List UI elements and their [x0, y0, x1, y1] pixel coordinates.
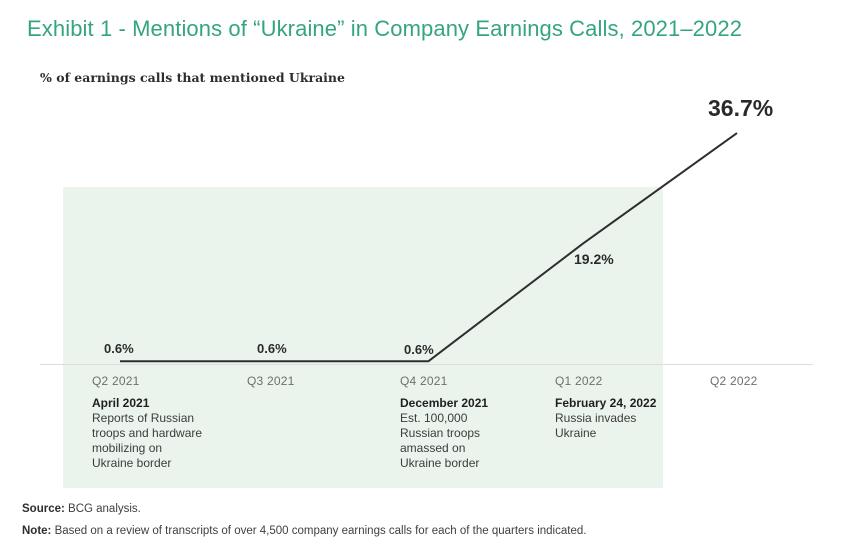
value-label-q2-2021: 0.6% [104, 341, 134, 356]
x-axis-line [40, 364, 813, 365]
chart-y-axis-label: % of earnings calls that mentioned Ukrai… [40, 70, 345, 85]
annotation-body: Russia invades Ukraine [555, 411, 637, 440]
source-text: BCG analysis. [64, 503, 141, 515]
x-tick-q2-2021: Q2 2021 [92, 374, 140, 388]
footer-source: Source: BCG analysis. [22, 502, 141, 516]
annotation-december-2021: December 2021 Est. 100,000 Russian troop… [400, 396, 552, 471]
exhibit-title: Exhibit 1 - Mentions of “Ukraine” in Com… [27, 16, 743, 41]
annotation-heading: February 24, 2022 [555, 396, 657, 410]
x-tick-q1-2022: Q1 2022 [555, 374, 603, 388]
footer-note: Note: Based on a review of transcripts o… [22, 524, 586, 538]
value-label-q4-2021: 0.6% [404, 342, 434, 357]
x-tick-q2-2022: Q2 2022 [710, 374, 758, 388]
annotation-february-2022: February 24, 2022 Russia invades Ukraine [555, 396, 707, 441]
annotation-april-2021: April 2021 Reports of Russian troops and… [92, 396, 244, 471]
value-label-q1-2022: 19.2% [574, 251, 614, 267]
value-label-q3-2021: 0.6% [257, 341, 287, 356]
x-tick-q4-2021: Q4 2021 [400, 374, 448, 388]
note-text: Based on a review of transcripts of over… [51, 525, 587, 537]
annotation-heading: April 2021 [92, 396, 150, 410]
annotation-heading: December 2021 [400, 396, 489, 410]
value-label-q2-2022: 36.7% [708, 95, 774, 121]
annotation-body: Est. 100,000 Russian troops amassed on U… [400, 411, 481, 470]
note-label: Note: [22, 525, 52, 537]
x-tick-q3-2021: Q3 2021 [247, 374, 295, 388]
source-label: Source: [22, 503, 65, 515]
annotation-body: Reports of Russian troops and hardware m… [92, 411, 203, 470]
